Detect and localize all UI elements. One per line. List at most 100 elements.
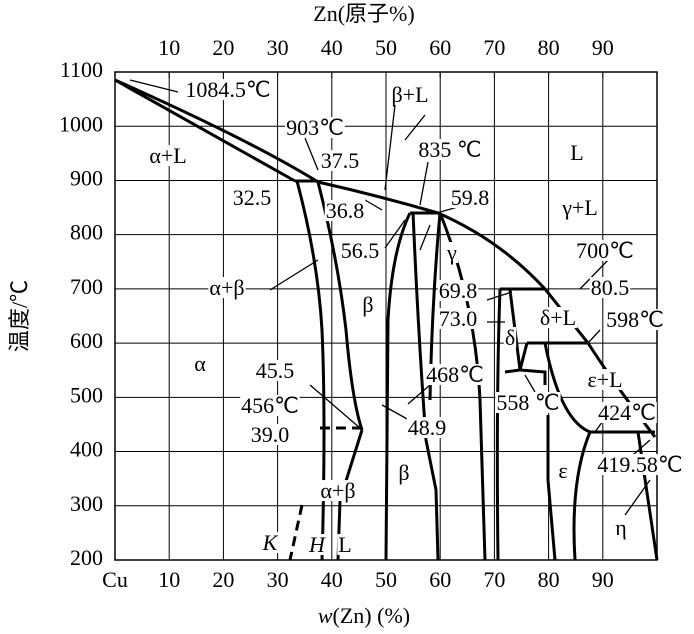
region-label: L bbox=[570, 140, 583, 165]
label-bg bbox=[596, 454, 684, 476]
region-label: H bbox=[308, 532, 326, 557]
region-label: K bbox=[262, 530, 279, 555]
label-bg bbox=[319, 480, 357, 502]
label-bg bbox=[417, 139, 483, 161]
label-bg bbox=[597, 402, 657, 424]
label-bg bbox=[569, 142, 585, 164]
alpha-solvus bbox=[295, 180, 326, 561]
epsilon-left bbox=[546, 415, 557, 561]
label-bg bbox=[324, 200, 366, 222]
region-label: γ bbox=[446, 240, 457, 265]
label-bg bbox=[449, 187, 491, 209]
peritectic-598 bbox=[518, 341, 588, 371]
label-bg bbox=[397, 462, 411, 484]
top-tick-label: 20 bbox=[212, 35, 234, 60]
x-tick-label: 30 bbox=[267, 567, 289, 592]
y-tick-label: 500 bbox=[70, 382, 103, 407]
region-label: α bbox=[194, 351, 206, 376]
region-label: ε+L bbox=[587, 367, 622, 392]
y-tick-label: 800 bbox=[70, 220, 103, 245]
y-tick-label: 200 bbox=[70, 545, 103, 570]
region-label: η bbox=[615, 515, 627, 540]
y-tick-label: 900 bbox=[70, 165, 103, 190]
region-label: 598℃ bbox=[606, 307, 664, 332]
y-tick-label: 300 bbox=[70, 491, 103, 516]
label-bg bbox=[503, 327, 517, 349]
label-bg bbox=[337, 534, 353, 556]
x-axis-var: w bbox=[318, 603, 333, 628]
label-bg bbox=[361, 294, 375, 316]
y-axis-title: 温度/℃ bbox=[7, 280, 32, 352]
leader-lines bbox=[129, 79, 651, 516]
region-label: 39.0 bbox=[251, 422, 290, 447]
y-tick-label: 400 bbox=[70, 437, 103, 462]
label-bg bbox=[339, 240, 381, 262]
x-tick-label: 20 bbox=[212, 567, 234, 592]
x-tick-label: 60 bbox=[429, 567, 451, 592]
region-label: 56.5 bbox=[341, 238, 380, 263]
region-label: 558 ℃ bbox=[496, 390, 559, 415]
x-axis-title: w(Zn) (%) bbox=[318, 603, 410, 628]
top-tick-label: 50 bbox=[375, 35, 397, 60]
region-label: 36.8 bbox=[326, 198, 365, 223]
region-label: 80.5 bbox=[591, 275, 630, 300]
region-label: 419.58℃ bbox=[597, 452, 682, 477]
beta-left bbox=[316, 181, 364, 431]
label-bg bbox=[589, 277, 631, 299]
label-bg bbox=[208, 277, 246, 299]
x-axis-rest: (Zn) (%) bbox=[333, 603, 411, 628]
label-bg bbox=[406, 417, 448, 439]
region-label: 456℃ bbox=[241, 393, 299, 418]
label-bg bbox=[495, 392, 561, 414]
label-bg bbox=[319, 150, 361, 172]
region-label: β bbox=[362, 292, 373, 317]
region-label: α+β bbox=[209, 275, 244, 300]
region-label: 835 ℃ bbox=[418, 137, 481, 162]
beta-right bbox=[384, 212, 412, 561]
region-label: 69.8 bbox=[439, 278, 478, 303]
region-label: 48.9 bbox=[408, 415, 447, 440]
label-bg bbox=[437, 280, 479, 302]
label-bg bbox=[184, 79, 272, 101]
top-tick-label: 60 bbox=[429, 35, 451, 60]
label-bg bbox=[437, 308, 479, 330]
region-label: 468℃ bbox=[426, 362, 484, 387]
x-tick-label: Cu bbox=[102, 567, 128, 592]
x-tick-label: 40 bbox=[321, 567, 343, 592]
label-bg bbox=[249, 424, 291, 446]
region-label: L bbox=[338, 532, 351, 557]
region-label: δ bbox=[505, 325, 515, 350]
label-bg bbox=[254, 360, 296, 382]
top-tick-label: 80 bbox=[538, 35, 560, 60]
region-label: β bbox=[398, 460, 409, 485]
region-label: ε bbox=[558, 458, 567, 483]
y-tick-label: 1000 bbox=[59, 111, 103, 136]
top-tick-label: 40 bbox=[321, 35, 343, 60]
label-bg bbox=[193, 353, 208, 375]
region-label: α+L bbox=[149, 143, 186, 168]
region-label: β+L bbox=[391, 82, 428, 107]
region-label: 903℃ bbox=[286, 115, 344, 140]
top-tick-label: 90 bbox=[592, 35, 614, 60]
label-bg bbox=[285, 117, 345, 139]
k-line bbox=[288, 504, 304, 561]
region-label: 45.5 bbox=[256, 358, 295, 383]
label-bg bbox=[560, 197, 599, 219]
x-tick-label: 50 bbox=[375, 567, 397, 592]
label-bg bbox=[425, 364, 485, 386]
label-bg bbox=[538, 307, 578, 329]
label-bg bbox=[605, 309, 665, 331]
label-bg bbox=[260, 532, 280, 554]
label-bg bbox=[148, 145, 188, 167]
label-bg bbox=[557, 460, 569, 482]
top-axis-title: Zn(原子%) bbox=[313, 1, 414, 26]
top-tick-label: 30 bbox=[267, 35, 289, 60]
x-tick-label: 80 bbox=[538, 567, 560, 592]
alpha-solidus bbox=[114, 78, 296, 183]
y-tick-label: 700 bbox=[70, 274, 103, 299]
region-label: 700℃ bbox=[576, 238, 634, 263]
region-label: γ+L bbox=[561, 195, 598, 220]
region-label: 59.8 bbox=[451, 185, 490, 210]
label-bg bbox=[390, 84, 430, 106]
